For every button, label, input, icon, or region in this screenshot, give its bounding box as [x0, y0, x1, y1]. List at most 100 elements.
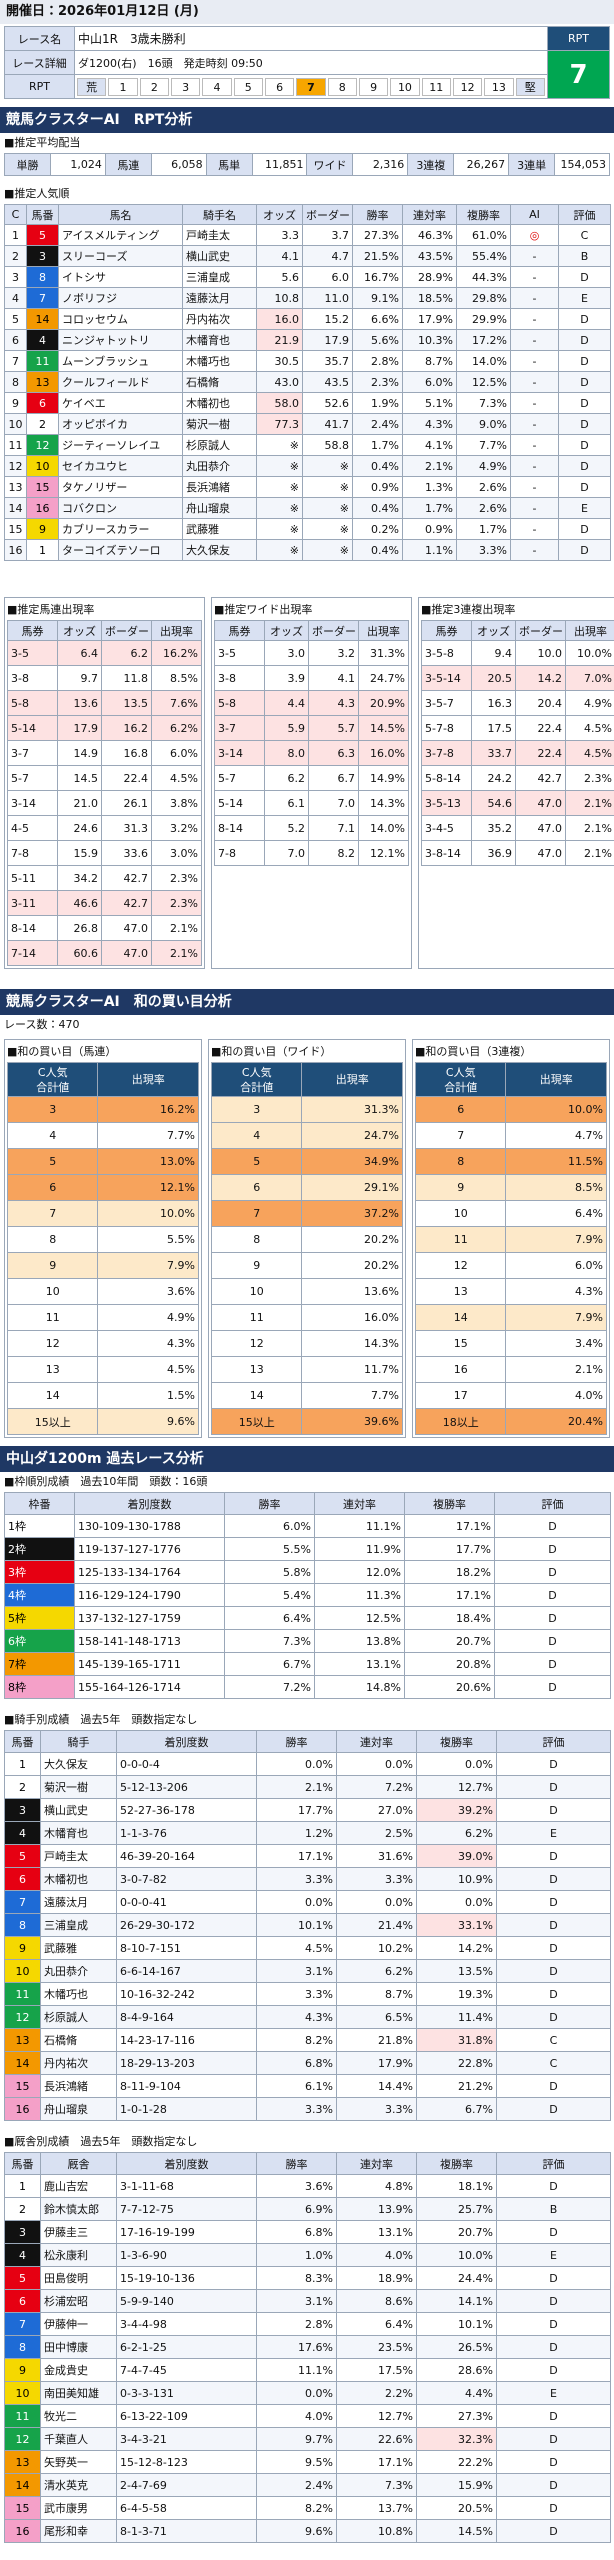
table-cell: 14.5 [57, 765, 102, 791]
table-cell: 7 [6, 1200, 99, 1227]
table-cell: 21.8% [336, 2028, 417, 2052]
table-cell: 6.2 [101, 640, 152, 666]
table-cell: 11 [210, 1304, 303, 1331]
table-cell: 31.6% [336, 1844, 417, 1868]
payout-value: 26,267 [453, 153, 510, 176]
table-row: 13 4.3% [414, 1278, 607, 1305]
table-cell: 60.6 [57, 940, 102, 966]
table-cell: 31.3% [358, 640, 409, 666]
table-cell: 5 [210, 1148, 303, 1175]
header-row: 馬券 オッズ ボーダー 出現率 [421, 620, 614, 641]
table-row: 3-11 46.6 42.7 2.3% [7, 890, 202, 916]
table-cell: 4.5% [565, 740, 614, 766]
table-cell: 6.9% [256, 2197, 337, 2221]
table-cell: 10 [4, 413, 27, 435]
table-cell: 14.8% [314, 1675, 405, 1699]
table-cell: D [496, 2097, 611, 2121]
table-cell: 丸田恭介 [182, 455, 257, 477]
table-cell: 12 [4, 455, 27, 477]
table-cell: セイカユウヒ [58, 455, 183, 477]
column-header: 馬券 [214, 620, 265, 641]
table-cell: 34.2 [57, 865, 102, 891]
table-cell: 2.8% [256, 2312, 337, 2336]
rpt-value: 7 [547, 50, 610, 99]
table-row: 12 杉原誠人 8-4-9-164 4.3% 6.5% 11.4% D [4, 2005, 611, 2029]
table-row: 1枠 130-109-130-1788 6.0% 11.1% 17.1% D [4, 1514, 611, 1538]
table-cell: 6.4 [57, 640, 102, 666]
table-cell: 7.9% [505, 1226, 607, 1253]
table-cell: D [558, 266, 611, 288]
race-label: レース詳細 [4, 50, 75, 75]
table-cell: 4.3 [308, 690, 359, 716]
column-header: 複勝率 [416, 1730, 497, 1753]
table-cell: 尾形和幸 [40, 2519, 117, 2543]
table-row: 5-8 13.6 13.5 7.6% [7, 690, 202, 716]
table-cell: 2.1% [565, 815, 614, 841]
table-cell: 5枠 [4, 1606, 75, 1630]
table-cell: 16 [4, 2097, 41, 2121]
table-cell: 南田美知雄 [40, 2381, 117, 2405]
table-row: 2枠 119-137-127-1776 5.5% 11.9% 17.7% D [4, 1537, 611, 1561]
table-cell: 千葉直人 [40, 2427, 117, 2451]
table-cell: D [496, 2473, 611, 2497]
table-cell: 12.5% [456, 371, 511, 393]
table-cell: 12.1% [97, 1174, 199, 1201]
table-cell: 10-16-32-242 [116, 1982, 257, 2006]
column-header: C人気 合計値 [210, 1062, 303, 1097]
table-cell: 5.8% [224, 1560, 315, 1584]
table-cell: 16.8 [101, 740, 152, 766]
table-cell: D [496, 1752, 611, 1776]
table-cell: - [510, 308, 559, 330]
table-row: 5-14 6.1 7.0 14.3% [214, 790, 409, 816]
table-cell: 0.2% [352, 518, 403, 540]
table-cell: 6.0% [224, 1514, 315, 1538]
table-cell: 42.7 [515, 765, 566, 791]
table-cell: 20.2% [301, 1226, 403, 1253]
table-cell: 4枠 [4, 1583, 75, 1607]
estimate-table: 馬券 オッズ ボーダー 出現率 3-5 6.4 6.2 16.2% 3-8 9.7 11.8 8.5%… [7, 620, 202, 966]
table-cell: 12 [4, 2005, 41, 2029]
table-row: 10 2 オッピボイカ 菊沢一樹 77.3 41.7 2.4% 4.3% 9.0% - D [4, 413, 611, 435]
table-cell: 木幡巧也 [182, 350, 257, 372]
table-cell: 18-29-13-203 [116, 2051, 257, 2075]
table-cell: 58.0 [256, 392, 303, 414]
table-cell: 17.9% [402, 308, 457, 330]
table-cell: ※ [302, 539, 353, 561]
table-cell: D [496, 2335, 611, 2359]
rpt-scale-cell: 3 [170, 77, 201, 96]
column-header: 馬券 [421, 620, 472, 641]
table-cell: 2.2% [336, 2381, 417, 2405]
rpt-scale-cell: 8 [327, 77, 357, 96]
table-cell: 4.1 [256, 245, 303, 267]
table-cell: 8-1-3-71 [116, 2519, 257, 2543]
table-cell: 9.0% [456, 413, 511, 435]
rpt-scale-cell: 9 [358, 77, 389, 96]
table-cell: 3 [210, 1096, 303, 1123]
table-cell: 12 [26, 434, 59, 456]
table-cell: D [494, 1560, 611, 1584]
payout-label: 単勝 [4, 153, 51, 176]
table-cell: 6.1 [264, 790, 309, 816]
table-cell: 鹿山吉宏 [40, 2174, 117, 2198]
table-cell: 石橋脩 [40, 2028, 117, 2052]
table-cell: D [496, 2174, 611, 2198]
table-cell: 4.5% [151, 765, 202, 791]
table-cell: 2.1% [402, 455, 457, 477]
table-cell: 22.4 [101, 765, 152, 791]
table-cell: 4.5% [565, 715, 614, 741]
table-cell: 7.6% [151, 690, 202, 716]
header-row: C人気 合計値 出現率 [414, 1062, 607, 1097]
table-cell: 11.1% [256, 2358, 337, 2382]
table-row: 12 10 セイカユウヒ 丸田恭介 ※ ※ 0.4% 2.1% 4.9% - D [4, 455, 611, 477]
table-cell: 5-8 [214, 690, 265, 716]
table-row: 4 7 ノボリフジ 遠藤汰月 10.8 11.0 9.1% 18.5% 29.8% - E [4, 287, 611, 309]
table-cell: 35.7 [302, 350, 353, 372]
table-cell: 1 [4, 1752, 41, 1776]
table-cell: 7.3% [336, 2473, 417, 2497]
table-cell: 11 [414, 1226, 507, 1253]
table-row: 5枠 137-132-127-1759 6.4% 12.5% 18.4% D [4, 1606, 611, 1630]
table-cell: ※ [256, 434, 303, 456]
table-cell: C [496, 2028, 611, 2052]
table-cell: 6-4-5-58 [116, 2496, 257, 2520]
table-cell: 1 [26, 539, 59, 561]
